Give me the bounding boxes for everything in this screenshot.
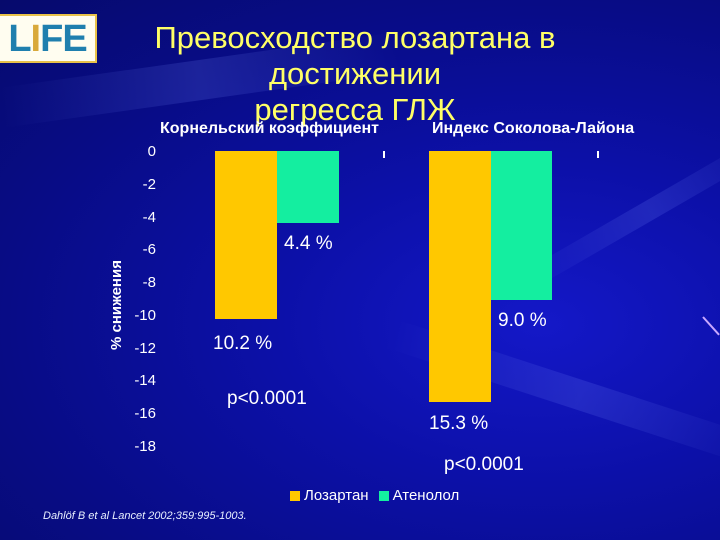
y-tick: -8: [142, 274, 156, 291]
bar-sokolow-losartan: [429, 151, 491, 402]
legend-label-losartan: Лозартан: [304, 487, 369, 504]
y-tick: -6: [142, 241, 156, 258]
y-tick: -18: [134, 438, 156, 455]
life-logo: L I FE: [0, 14, 97, 63]
y-tick: -14: [134, 372, 156, 389]
value-label-sokolow-losartan: 15.3 %: [429, 413, 489, 434]
y-tick: -2: [142, 176, 156, 193]
y-tick: -16: [134, 405, 156, 422]
p-value-cornell: p<0.0001: [227, 388, 307, 409]
title-line-2: регресса ГЛЖ: [254, 92, 456, 127]
y-tick: -10: [134, 307, 156, 324]
value-label-cornell-atenolol: 4.4 %: [284, 233, 333, 254]
p-value-sokolow: p<0.0001: [444, 454, 524, 475]
logo-pillar: I: [30, 17, 42, 60]
title-line-1: Превосходство лозартана в достижении: [154, 20, 556, 91]
value-label-cornell-losartan: 10.2 %: [213, 333, 273, 354]
decorative-line: [702, 316, 720, 336]
logo-text-l: L: [8, 17, 31, 60]
axis-marker: [597, 151, 599, 158]
legend-swatch-atenolol: [378, 490, 389, 501]
value-label-sokolow-atenolol: 9.0 %: [498, 310, 547, 331]
y-tick: -4: [142, 209, 156, 226]
y-tick: -12: [134, 340, 156, 357]
bar-cornell-atenolol: [277, 151, 339, 223]
axis-marker: [383, 151, 385, 158]
logo-text-fe: FE: [40, 17, 88, 60]
bar-sokolow-atenolol: [491, 151, 552, 300]
y-tick: 0: [147, 143, 156, 160]
group-title-sokolow: Индекс Соколова-Лайона: [432, 120, 635, 137]
slide-title: Превосходство лозартана в достижении рег…: [110, 20, 600, 128]
legend-swatch-losartan: [290, 490, 300, 501]
citation: Dahlöf B et al Lancet 2002;359:995-1003.: [43, 510, 247, 522]
bar-cornell-losartan: [215, 151, 277, 319]
group-title-cornell: Корнельский коэффициент: [160, 120, 379, 137]
legend-label-atenolol: Атенолол: [392, 487, 460, 504]
chart-legend: Лозартан Атенолол: [290, 487, 459, 504]
